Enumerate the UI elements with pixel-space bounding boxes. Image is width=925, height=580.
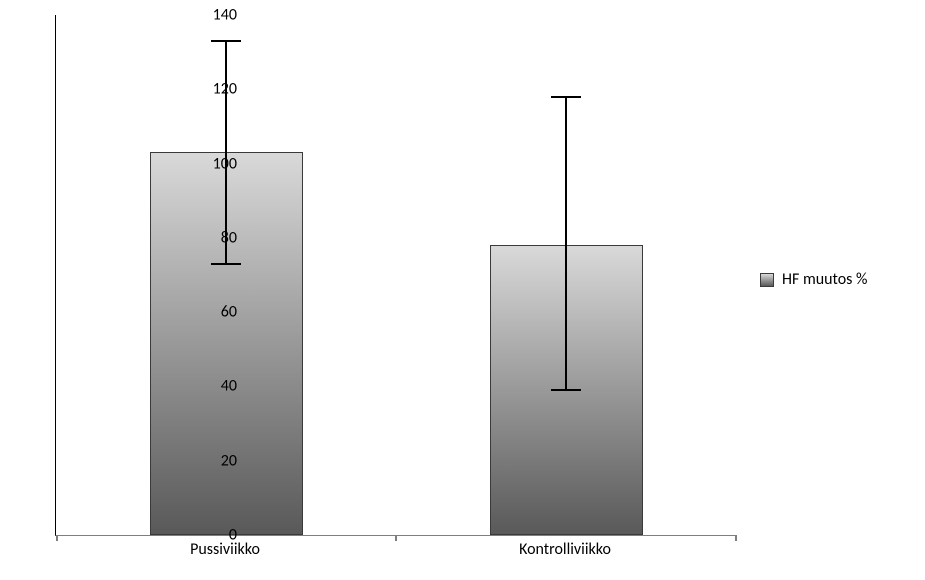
error-bar-cap bbox=[551, 389, 581, 391]
x-tick-mark bbox=[56, 535, 58, 541]
plot-area bbox=[55, 15, 736, 536]
y-tick-label: 140 bbox=[187, 6, 237, 25]
error-bar-cap bbox=[211, 263, 241, 265]
x-tick-mark bbox=[395, 535, 397, 541]
legend-label: HF muutos % bbox=[782, 270, 867, 289]
error-bar bbox=[565, 97, 567, 390]
y-tick-label: 60 bbox=[187, 303, 237, 322]
y-tick-label: 100 bbox=[187, 154, 237, 173]
x-tick-label: Pussiviikko bbox=[190, 540, 260, 559]
y-tick-label: 40 bbox=[187, 377, 237, 396]
error-bar-cap bbox=[551, 96, 581, 98]
bar-chart: HF muutos % 020406080100120140Pussiviikk… bbox=[0, 0, 925, 580]
x-tick-label: Kontrolliviikko bbox=[519, 540, 611, 559]
y-tick-label: 80 bbox=[187, 228, 237, 247]
y-tick-label: 20 bbox=[187, 451, 237, 470]
y-tick-label: 120 bbox=[187, 80, 237, 99]
x-tick-mark bbox=[735, 535, 737, 541]
error-bar-cap bbox=[211, 40, 241, 42]
legend-swatch bbox=[760, 273, 774, 287]
legend: HF muutos % bbox=[760, 270, 867, 289]
